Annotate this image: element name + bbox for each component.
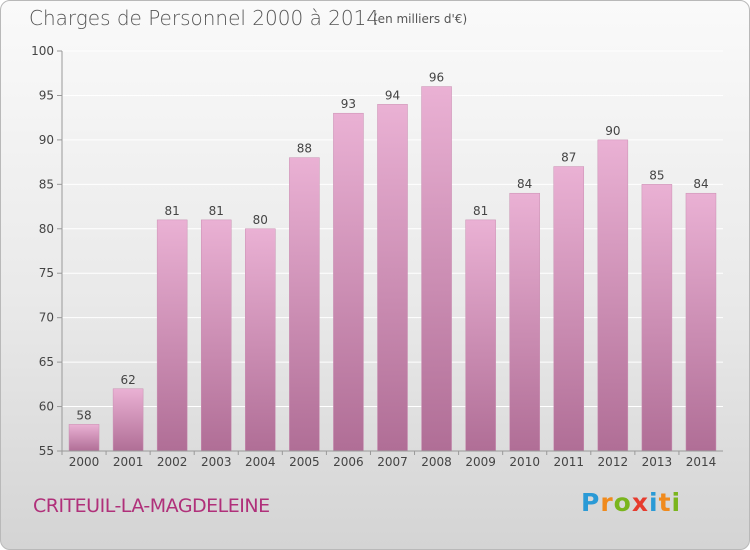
bar-2007 <box>377 104 408 452</box>
bar-2004 <box>245 228 276 452</box>
x-tick-label-2003: 2003 <box>201 455 232 469</box>
data-label-2001: 62 <box>120 373 135 387</box>
y-tick-label: 95 <box>39 88 54 102</box>
bar-2001 <box>112 388 144 452</box>
x-tick-label-2012: 2012 <box>598 455 629 469</box>
data-label-2010: 84 <box>517 177 532 191</box>
axes <box>61 51 723 452</box>
bar-2011 <box>553 166 585 452</box>
y-tick-label: 75 <box>39 266 54 280</box>
x-tick-label-2004: 2004 <box>245 455 276 469</box>
data-label-2004: 80 <box>253 213 268 227</box>
data-label-2009: 81 <box>473 204 488 218</box>
x-tick-label-2006: 2006 <box>333 455 364 469</box>
x-tick-label-2013: 2013 <box>642 455 673 469</box>
y-tick-labels: 55 60 65 70 75 80 85 90 95 100 <box>31 44 54 458</box>
chart-subtitle: (en milliers d'€) <box>373 12 468 26</box>
data-label-2006: 93 <box>341 97 356 111</box>
data-label-2008: 96 <box>429 71 444 85</box>
y-tick-label: 55 <box>39 444 54 458</box>
data-label-2003: 81 <box>209 204 224 218</box>
data-label-2011: 87 <box>561 151 576 165</box>
x-tick-label-2009: 2009 <box>465 455 496 469</box>
y-tick-label: 90 <box>39 133 54 147</box>
bar-2002 <box>156 219 188 452</box>
logo-letter: i <box>671 488 682 517</box>
y-tick-label: 85 <box>39 177 54 191</box>
x-tick-label-2010: 2010 <box>509 455 540 469</box>
bar-2009 <box>465 219 496 452</box>
data-label-2000: 58 <box>76 408 91 422</box>
bar-2006 <box>333 112 364 452</box>
x-tick-label-2005: 2005 <box>289 455 320 469</box>
logo-letter: i <box>649 488 659 517</box>
y-tick-label: 70 <box>39 311 54 325</box>
data-label-2014: 84 <box>693 177 708 191</box>
data-label-2012: 90 <box>605 124 620 138</box>
bars <box>68 86 717 452</box>
x-tick-label-2000: 2000 <box>69 455 100 469</box>
bar-2012 <box>597 139 629 452</box>
bar-2000 <box>68 424 100 452</box>
y-tick-label: 65 <box>39 355 54 369</box>
y-tick-label: 80 <box>39 222 54 236</box>
bar-2014 <box>685 192 717 452</box>
data-label-2007: 94 <box>385 88 400 102</box>
bar-2010 <box>509 192 540 452</box>
data-label-2005: 88 <box>297 142 312 156</box>
bar-2003 <box>200 219 232 452</box>
logo-letter: o <box>613 488 632 517</box>
bar-2005 <box>289 157 320 452</box>
chart-title: Charges de Personnel 2000 à 2014 <box>29 6 380 30</box>
y-tick-label: 60 <box>39 400 54 414</box>
logo-letter: x <box>631 488 649 517</box>
x-tick-label-2002: 2002 <box>157 455 188 469</box>
data-labels: 58 62 81 81 80 88 93 94 96 81 84 87 90 85 84 <box>76 71 708 423</box>
x-tick-label-2008: 2008 <box>421 455 452 469</box>
logo-letter: r <box>600 488 614 517</box>
proxiti-logo[interactable]: Proxiti <box>581 488 681 517</box>
x-tick-label-2011: 2011 <box>553 455 584 469</box>
bar-2013 <box>641 184 673 452</box>
place-name: CRITEUIL-LA-MAGDELEINE <box>33 495 270 517</box>
x-tick-label-2001: 2001 <box>113 455 144 469</box>
bar-2008 <box>421 86 452 452</box>
x-tick-label-2014: 2014 <box>686 455 717 469</box>
data-label-2013: 85 <box>649 168 664 182</box>
x-tick-label-2007: 2007 <box>377 455 408 469</box>
logo-letter: t <box>658 488 672 517</box>
x-tick-labels: 2000 2001 2002 2003 2004 2005 2006 2007 2008 2009… <box>61 451 717 469</box>
data-label-2002: 81 <box>165 204 180 218</box>
y-tick-label: 100 <box>31 44 54 58</box>
logo-letter: P <box>581 488 601 517</box>
